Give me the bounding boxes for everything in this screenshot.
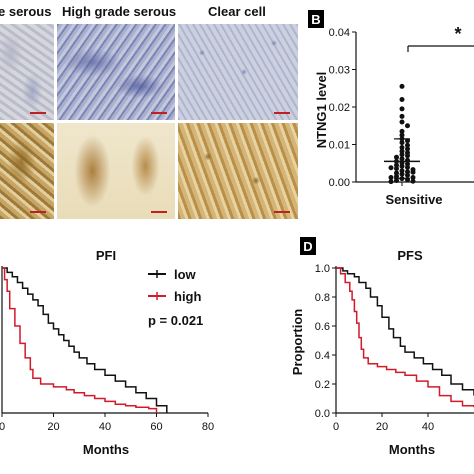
panel-b-ylabel: NTNG1 level xyxy=(314,72,329,149)
scale-bar xyxy=(30,112,46,114)
y-tick-label: 0.02 xyxy=(329,102,350,114)
y-tick-label: 0.8 xyxy=(315,292,330,304)
panel-b-chart: B NTNG1 level 0.04 0.03 0.02 0.01 0.00 * Sen… xyxy=(308,10,474,207)
y-tick-label: 0.01 xyxy=(329,140,350,152)
km-curve-high xyxy=(2,267,158,413)
micrograph-high-grade-serous-high xyxy=(57,123,175,219)
y-tick-label: 0.04 xyxy=(329,27,350,39)
micrograph-clear-cell-low xyxy=(178,24,298,120)
panel-d-xlabel: Months xyxy=(389,442,435,457)
data-point xyxy=(405,164,410,170)
micrograph-clear-cell-high xyxy=(178,123,298,219)
data-point xyxy=(394,178,399,183)
data-point xyxy=(388,179,394,185)
panel-d-title: PFS xyxy=(397,248,423,263)
panel-c-chart: PFI 0 20 40 60 80 low high p = 0.021 Months xyxy=(0,248,214,457)
y-tick-label: 0.2 xyxy=(315,379,330,391)
km-curve-high xyxy=(336,267,474,408)
data-point xyxy=(399,106,405,112)
x-tick-label: 40 xyxy=(422,421,434,433)
y-tick-label: 0.03 xyxy=(329,65,350,77)
legend-high-label: high xyxy=(174,289,201,304)
scale-bar xyxy=(274,211,290,213)
micrograph-low-grade-serous-high xyxy=(0,123,54,219)
data-point xyxy=(405,142,410,148)
micrograph-high-grade-serous-low xyxy=(57,24,175,120)
km-curve-low xyxy=(336,267,474,396)
data-point xyxy=(399,113,405,119)
data-point xyxy=(410,178,416,184)
micrograph-low-grade-serous-low xyxy=(0,24,54,120)
panel-d-chart: D PFS Proportion 1.0 0.8 0.6 0.4 0.2 0.00 20 40… xyxy=(290,237,474,457)
data-point xyxy=(388,165,394,171)
x-tick-label: 20 xyxy=(47,421,59,433)
data-point xyxy=(405,153,410,159)
data-point xyxy=(405,138,410,144)
legend-low-label: low xyxy=(174,267,197,282)
y-tick-label: 0.00 xyxy=(329,177,350,189)
data-point xyxy=(394,166,399,171)
legend: low high xyxy=(148,267,201,304)
scale-bar xyxy=(151,112,167,114)
data-point xyxy=(405,172,410,178)
panel-d-ylabel: Proportion xyxy=(290,309,305,375)
data-point xyxy=(410,169,416,175)
panel-c-title: PFI xyxy=(96,248,116,263)
data-point xyxy=(399,128,405,134)
scale-bar xyxy=(30,211,46,213)
x-tick-label: 60 xyxy=(150,421,162,433)
x-tick-label: 0 xyxy=(333,421,339,433)
significance-bracket xyxy=(407,45,474,52)
data-point xyxy=(388,175,394,180)
data-point xyxy=(405,123,410,129)
data-point xyxy=(399,119,405,125)
x-tick-label: 80 xyxy=(202,421,214,433)
data-point xyxy=(394,173,399,179)
x-tick-label: 40 xyxy=(99,421,111,433)
data-point xyxy=(399,97,405,102)
x-tick-label: 0 xyxy=(0,421,5,433)
panel-b-xlabel: Sensitive xyxy=(385,192,442,207)
panel-c-xlabel: Months xyxy=(83,442,129,457)
data-point xyxy=(399,132,405,138)
y-tick-label: 0.6 xyxy=(315,321,330,333)
data-point xyxy=(394,154,399,160)
panel-d-letter: D xyxy=(303,239,312,254)
data-point xyxy=(399,83,405,89)
km-curve-low xyxy=(2,267,168,413)
scale-bar xyxy=(274,112,290,114)
p-value: p = 0.021 xyxy=(148,313,203,328)
y-tick-label: 0.0 xyxy=(315,408,330,420)
significance-star: * xyxy=(454,24,461,44)
col-title-high-grade-serous: High grade serous xyxy=(62,4,177,19)
y-tick-label: 0.4 xyxy=(315,350,330,362)
data-point xyxy=(410,175,416,180)
data-point xyxy=(405,146,410,152)
x-tick-label: 20 xyxy=(376,421,388,433)
y-tick-label: 1.0 xyxy=(315,263,330,275)
panel-b-letter: B xyxy=(311,12,320,27)
col-title-low-grade-serous: e serous xyxy=(0,4,52,19)
scale-bar xyxy=(151,211,167,213)
col-title-clear-cell: Clear cell xyxy=(208,4,266,19)
